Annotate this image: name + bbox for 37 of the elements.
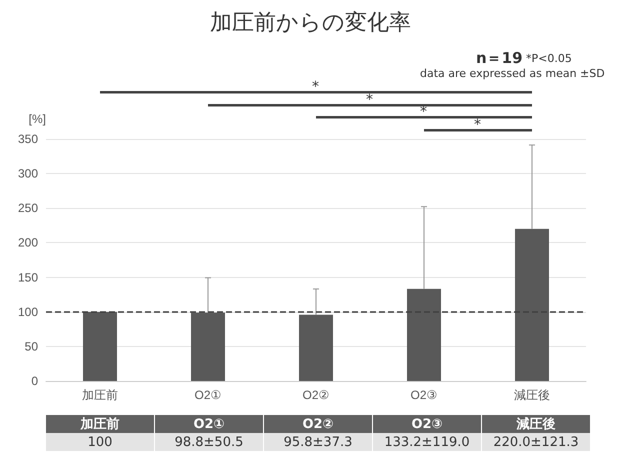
category-label: O2② [302,416,334,432]
y-tick-label: 250 [18,201,38,216]
y-axis-title: [%] [28,112,46,126]
data-label: 133.2±119.0 [372,433,482,451]
category-label: 加圧前 [80,416,120,432]
chart-title: 加圧前からの変化率 [210,10,411,34]
data-label: 95.8±37.3 [264,433,372,451]
text: * [366,92,373,108]
data-label: 98.8±50.5 [154,433,264,451]
x-tick-label: 加圧前 [82,388,118,402]
data-label: 100 [46,433,154,451]
bar [407,288,441,381]
text: * [474,116,481,132]
text: *P<0.05 [526,52,572,65]
text: * [420,104,427,120]
data-label: 220.0±121.3 [482,433,590,451]
category-label: O2① [193,416,225,432]
bar [83,312,117,381]
y-tick-label: 50 [24,339,38,354]
x-tick-label: O2① [194,388,222,402]
category-label: O2③ [411,416,443,432]
bar [515,228,549,381]
y-tick-label: 150 [18,270,38,284]
y-tick-label: 350 [18,132,38,146]
y-tick-label: 300 [18,166,38,181]
x-tick-label: O2③ [410,388,438,402]
category-label: 減圧後 [516,416,556,432]
x-tick-label: 減圧後 [514,388,550,402]
text: n＝19 [476,49,523,68]
y-tick-label: 100 [18,304,38,319]
x-tick-label: O2② [302,388,330,402]
bar [299,314,333,381]
y-tick-label: 0 [31,374,38,388]
text: * [312,79,319,95]
text: data are expressed as mean ±SD [420,67,605,80]
bar [191,312,225,381]
y-tick-label: 200 [18,236,38,250]
